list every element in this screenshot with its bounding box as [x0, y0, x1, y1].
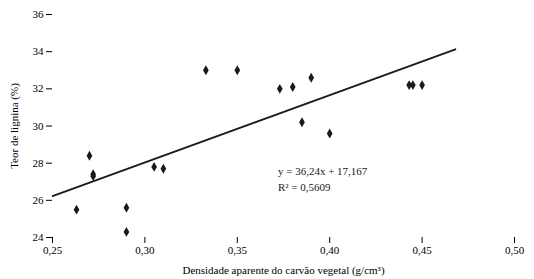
- svg-text:0,40: 0,40: [320, 244, 340, 256]
- svg-text:0,45: 0,45: [412, 244, 432, 256]
- svg-text:36: 36: [33, 8, 45, 20]
- svg-text:0,35: 0,35: [228, 244, 248, 256]
- svg-text:30: 30: [33, 120, 45, 132]
- svg-text:0,25: 0,25: [43, 244, 63, 256]
- svg-text:24: 24: [33, 231, 45, 243]
- svg-text:y = 36,24x + 17,167R² = 0,5609: y = 36,24x + 17,167R² = 0,5609: [278, 165, 368, 194]
- svg-text:Teor de lignina (%): Teor de lignina (%): [8, 83, 21, 169]
- svg-text:Densidade aparente do carvão v: Densidade aparente do carvão vegetal (g/…: [182, 264, 384, 277]
- svg-text:0,50: 0,50: [505, 244, 525, 256]
- svg-text:34: 34: [33, 45, 45, 57]
- svg-text:32: 32: [33, 82, 44, 94]
- svg-text:28: 28: [33, 157, 45, 169]
- svg-text:26: 26: [33, 194, 45, 206]
- svg-text:0,30: 0,30: [135, 244, 155, 256]
